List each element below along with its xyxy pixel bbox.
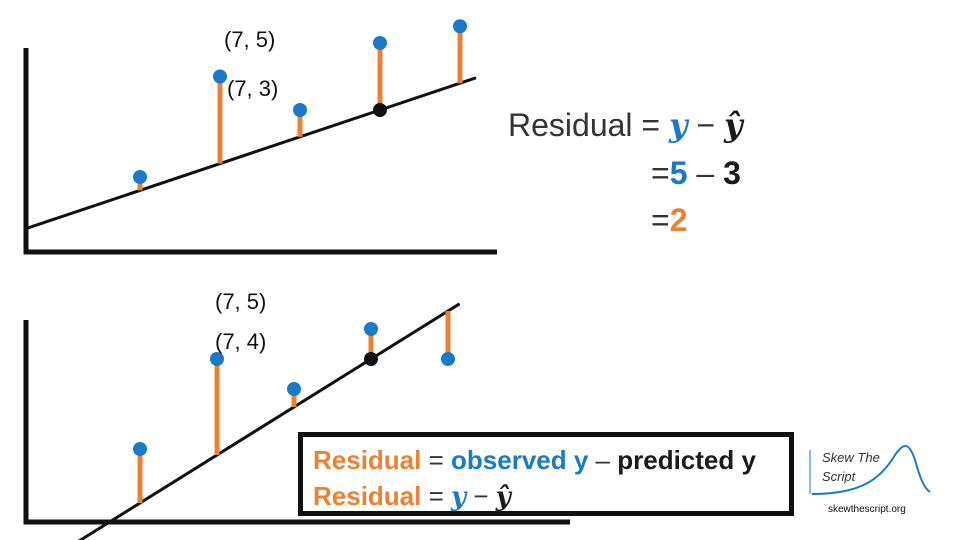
definition-equals-2: =: [421, 481, 452, 511]
residual-equation-line2: =5 – 3: [651, 155, 741, 192]
observed-value: 5: [669, 155, 688, 191]
logo-url: skewthescript.org: [828, 504, 906, 515]
residual-equation-line1: Residual = y − ŷ: [508, 106, 743, 144]
minus-dash: –: [687, 155, 724, 191]
bottom-observed-point: [364, 322, 378, 336]
top-observed-label: (7, 5): [224, 27, 275, 52]
definition-observed: observed y: [451, 445, 589, 475]
bottom-predicted-label: (7, 4): [215, 329, 266, 354]
definition-dash: –: [588, 445, 618, 475]
predicted-y-hat-symbol: ŷ: [724, 106, 743, 144]
equals-sign-2: =: [651, 155, 670, 191]
residual-prefix: Residual =: [508, 107, 669, 143]
top-predicted-point: [373, 103, 387, 117]
logo-text-line1: Skew The: [822, 450, 880, 465]
bottom-predicted-point: [364, 352, 378, 366]
definition-y-symbol: y: [451, 482, 467, 512]
top-observed-point: [293, 103, 307, 117]
definition-minus: −: [466, 481, 496, 511]
top-regression-line: [25, 76, 477, 231]
top-plot-axes: [23, 48, 497, 255]
definition-residual-word-2: Residual: [313, 481, 422, 511]
definition-y-hat-symbol: ŷ: [495, 482, 511, 512]
bottom-plot: (7, 5) (7, 4): [23, 289, 570, 540]
skew-curve-icon: [811, 445, 931, 495]
definition-predicted: predicted y: [617, 445, 756, 475]
predicted-value: 3: [723, 155, 741, 191]
top-predicted-label: (7, 3): [227, 76, 278, 101]
definition-residual-word: Residual: [313, 445, 422, 475]
bottom-observed-point: [287, 382, 301, 396]
bottom-observed-point: [441, 352, 455, 366]
definition-equals: =: [421, 445, 452, 475]
top-observed-point: [213, 69, 227, 84]
bottom-observed-label: (7, 5): [215, 289, 266, 314]
logo-text-line2: Script: [822, 469, 856, 484]
definition-line2: Residual = y − ŷ: [313, 481, 511, 512]
top-plot: (7, 5) (7, 3): [23, 19, 497, 255]
definition-line1: Residual = observed y – predicted y: [313, 445, 756, 476]
bottom-observed-point: [133, 442, 147, 456]
top-observed-point: [373, 36, 387, 50]
equals-sign-3: =: [651, 202, 670, 238]
residual-equation-line3: =2: [651, 202, 687, 239]
residual-result: 2: [669, 202, 688, 238]
observed-y-symbol: y: [668, 106, 688, 144]
minus-symbol: −: [687, 107, 725, 143]
top-observed-point: [453, 19, 467, 34]
bottom-regression-line: [77, 302, 461, 540]
top-observed-point: [133, 170, 147, 184]
residual-definition-box: Residual = observed y – predicted y Resi…: [298, 432, 794, 516]
bottom-observed-point: [210, 352, 224, 366]
bottom-plot-axes: [23, 320, 570, 525]
